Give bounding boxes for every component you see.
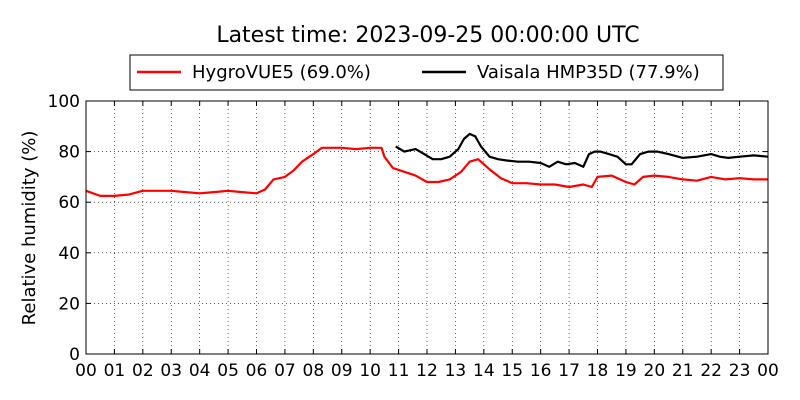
x-tick-label: 19	[615, 361, 637, 381]
y-tick-label: 60	[58, 193, 80, 213]
ticks	[85, 100, 769, 355]
x-tick-label: 06	[246, 361, 268, 381]
x-tick-label: 20	[644, 361, 666, 381]
x-tick-label: 14	[473, 361, 495, 381]
legend-label-hygrovue: HygroVUE5 (69.0%)	[192, 62, 371, 83]
legend: HygroVUE5 (69.0%) Vaisala HMP35D (77.9%)	[129, 54, 724, 91]
legend-label-vaisala: Vaisala HMP35D (77.9%)	[477, 62, 700, 83]
x-tick-label: 21	[672, 361, 694, 381]
y-axis-label: Relative humidity (%)	[19, 131, 40, 326]
series-line-hygrovue5	[85, 146, 768, 197]
x-tick-label: 02	[132, 361, 154, 381]
y-tick-label: 80	[58, 143, 80, 163]
x-tick-label: 00	[75, 361, 97, 381]
x-tick-label: 18	[587, 361, 609, 381]
plot-frame	[85, 100, 769, 355]
x-tick-label: 08	[303, 361, 325, 381]
tick-labels: 00 01 02 03 04 05 06 07 08 09 10 11 12 13 14 15 16 17 18 19…	[48, 92, 779, 381]
x-tick-label: 23	[729, 361, 751, 381]
series-line-vaisala-hmp35d	[395, 132, 769, 168]
x-tick-label: 22	[700, 361, 722, 381]
y-tick-label: 0	[69, 345, 80, 365]
x-tick-label: 09	[331, 361, 353, 381]
x-tick-label: 16	[530, 361, 552, 381]
x-tick-label: 05	[217, 361, 239, 381]
x-tick-label: 07	[274, 361, 296, 381]
x-tick-label: 04	[189, 361, 211, 381]
x-tick-label: 01	[104, 361, 126, 381]
x-tick-label: 00	[757, 361, 779, 381]
y-tick-label: 20	[58, 294, 80, 314]
x-tick-label: 12	[416, 361, 438, 381]
x-tick-label: 11	[388, 361, 410, 381]
y-tick-label: 40	[58, 244, 80, 264]
x-tick-label: 15	[501, 361, 523, 381]
x-tick-label: 17	[558, 361, 580, 381]
chart-title: Latest time: 2023-09-25 00:00:00 UTC	[216, 23, 639, 48]
series-layer	[85, 132, 769, 197]
x-tick-label: 03	[160, 361, 182, 381]
grid	[86, 101, 768, 354]
x-tick-label: 13	[445, 361, 467, 381]
y-tick-label: 100	[48, 92, 80, 112]
x-tick-label: 10	[359, 361, 381, 381]
